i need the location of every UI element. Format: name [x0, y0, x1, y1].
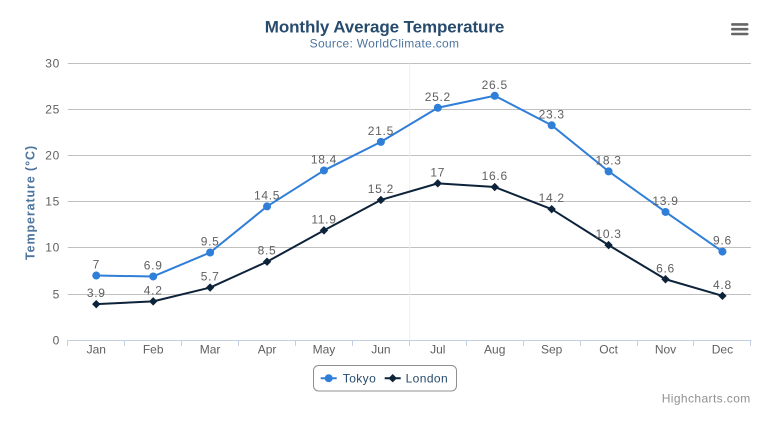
svg-text:15.2: 15.2	[368, 182, 394, 196]
svg-text:8.5: 8.5	[258, 244, 277, 258]
svg-text:14.2: 14.2	[539, 191, 565, 205]
svg-text:25.2: 25.2	[425, 90, 451, 104]
svg-text:Temperature (°C): Temperature (°C)	[24, 145, 38, 260]
svg-text:18.4: 18.4	[311, 152, 337, 166]
svg-text:9.5: 9.5	[201, 235, 220, 249]
svg-text:13.9: 13.9	[652, 194, 678, 208]
svg-text:May: May	[313, 343, 336, 357]
svg-text:16.6: 16.6	[482, 169, 508, 183]
svg-text:Dec: Dec	[712, 343, 733, 357]
svg-text:5: 5	[53, 288, 60, 302]
svg-text:11.9: 11.9	[311, 212, 336, 226]
svg-text:Source: WorldClimate.com: Source: WorldClimate.com	[310, 37, 460, 51]
svg-text:Jan: Jan	[87, 343, 106, 357]
svg-text:0: 0	[53, 334, 60, 348]
svg-text:Highcharts.com: Highcharts.com	[662, 391, 751, 405]
svg-text:10.3: 10.3	[596, 227, 622, 241]
svg-text:Oct: Oct	[599, 343, 618, 357]
svg-text:Jun: Jun	[371, 343, 390, 357]
svg-text:10: 10	[45, 241, 60, 255]
svg-text:18.3: 18.3	[596, 153, 622, 167]
svg-text:6.6: 6.6	[656, 261, 675, 275]
svg-text:Feb: Feb	[143, 343, 164, 357]
svg-text:4.2: 4.2	[144, 283, 163, 297]
svg-text:21.5: 21.5	[368, 124, 394, 138]
svg-text:Apr: Apr	[258, 343, 277, 357]
svg-text:Aug: Aug	[484, 343, 505, 357]
svg-text:9.6: 9.6	[713, 234, 732, 248]
svg-text:14.5: 14.5	[254, 188, 280, 202]
svg-text:London: London	[406, 371, 448, 385]
svg-text:Jul: Jul	[430, 343, 445, 357]
svg-text:30: 30	[45, 57, 60, 71]
svg-text:Tokyo: Tokyo	[343, 371, 376, 385]
svg-text:Monthly Average Temperature: Monthly Average Temperature	[265, 18, 504, 37]
svg-text:6.9: 6.9	[144, 258, 163, 272]
svg-text:4.8: 4.8	[713, 278, 732, 292]
svg-text:17: 17	[430, 165, 445, 179]
svg-text:25: 25	[45, 103, 60, 117]
svg-text:3.9: 3.9	[87, 286, 106, 300]
svg-text:Nov: Nov	[655, 343, 676, 357]
svg-text:5.7: 5.7	[201, 270, 220, 284]
svg-text:Mar: Mar	[200, 343, 221, 357]
svg-text:23.3: 23.3	[539, 107, 565, 121]
svg-text:7: 7	[93, 258, 100, 272]
svg-text:Sep: Sep	[541, 343, 563, 357]
svg-text:26.5: 26.5	[482, 78, 508, 92]
svg-text:15: 15	[45, 195, 60, 209]
svg-text:20: 20	[45, 149, 60, 163]
